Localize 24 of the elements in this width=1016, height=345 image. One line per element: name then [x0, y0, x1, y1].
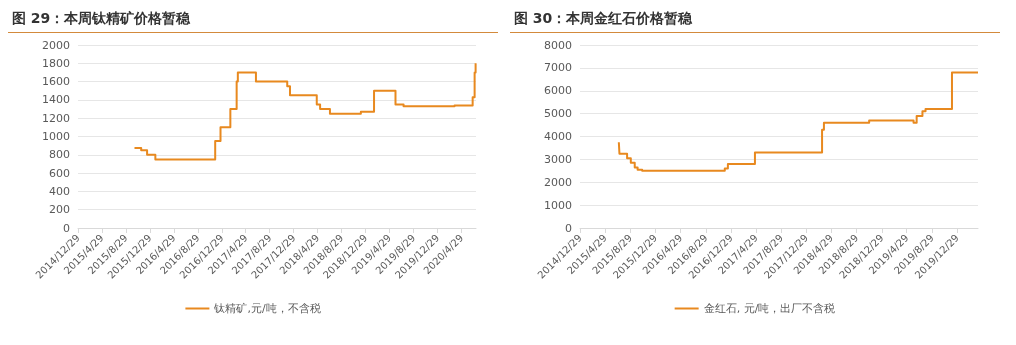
y-tick-label: 1800 [42, 56, 70, 70]
legend-label: 金红石, 元/吨，出厂不含税 [703, 302, 836, 315]
legend-label: 钛精矿,元/吨，不含税 [213, 302, 321, 315]
y-tick-label: 4000 [544, 130, 572, 143]
y-tick-label: 400 [49, 184, 70, 198]
chart-title: 图 29：本周钛精矿价格暂稳 [8, 8, 498, 33]
y-tick-label: 0 [565, 221, 572, 235]
y-tick-label: 8000 [544, 38, 572, 52]
y-tick-label: 200 [49, 203, 70, 217]
y-tick-label: 7000 [544, 61, 572, 75]
y-tick-label: 6000 [544, 84, 572, 98]
y-tick-label: 600 [49, 166, 70, 180]
y-tick-label: 1200 [42, 111, 70, 125]
y-tick-label: 1000 [544, 198, 572, 212]
y-tick-label: 1600 [42, 75, 70, 89]
y-tick-label: 5000 [544, 107, 572, 121]
y-tick-label: 1400 [42, 93, 70, 107]
y-tick-label: 3000 [544, 152, 572, 166]
y-tick-label: 2000 [544, 175, 572, 189]
y-tick-label: 800 [49, 148, 70, 162]
y-tick-label: 0 [63, 221, 70, 235]
y-tick-label: 1000 [42, 130, 70, 143]
y-tick-label: 2000 [42, 38, 70, 52]
chart-title: 图 30：本周金红石价格暂稳 [510, 8, 1000, 33]
